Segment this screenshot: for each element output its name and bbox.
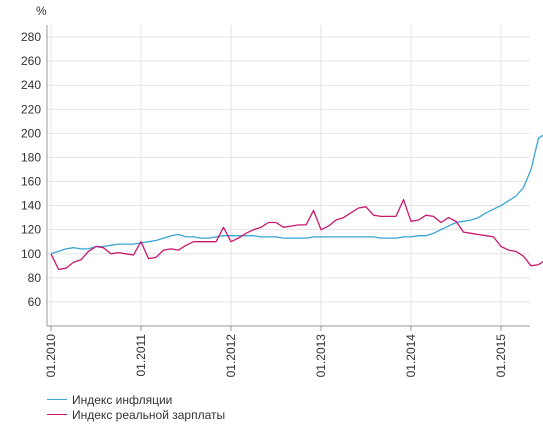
y-tick-label: 160	[21, 175, 41, 189]
y-tick-label: 240	[21, 78, 41, 92]
tick-labels: 60 80 100 120 140 160 180 200 220 240 260 280 01.201…	[21, 30, 508, 378]
x-tick-label: 01.2015	[494, 334, 508, 378]
y-tick-label: 200	[21, 126, 41, 140]
legend-item-real-wage[interactable]: Индекс реальной зарплаты	[47, 407, 225, 422]
series-line-inflation[interactable]	[50, 64, 543, 255]
x-tick-label: 01.2011	[134, 334, 148, 377]
legend-swatch-inflation	[47, 399, 67, 400]
y-tick-label: 280	[21, 30, 41, 44]
y-tick-label: 80	[28, 271, 42, 285]
y-tick-label: 260	[21, 54, 41, 68]
legend-label-real-wage: Индекс реальной зарплаты	[72, 407, 226, 422]
x-tick-label: 01.2014	[404, 334, 418, 378]
x-tick-label: 01.2013	[314, 334, 328, 378]
legend: Индекс инфляции Индекс реальной зарплаты	[47, 392, 225, 422]
legend-item-inflation[interactable]: Индекс инфляции	[47, 392, 225, 407]
y-tick-label: 120	[21, 223, 41, 237]
y-tick-label: 180	[21, 150, 41, 164]
y-tick-label: 60	[28, 295, 42, 309]
series-line-real-wage[interactable]	[50, 198, 543, 271]
legend-swatch-real-wage	[47, 414, 67, 415]
y-unit-label: %	[36, 4, 47, 18]
grid	[47, 25, 530, 326]
series-group	[50, 64, 543, 271]
y-tick-label: 220	[21, 102, 41, 116]
x-tick-label: 01.2010	[44, 334, 58, 378]
y-tick-label: 140	[21, 199, 41, 213]
y-tick-label: 100	[21, 247, 41, 261]
legend-label-inflation: Индекс инфляции	[72, 392, 173, 407]
axes	[46, 25, 530, 331]
x-tick-label: 01.2012	[224, 334, 238, 378]
